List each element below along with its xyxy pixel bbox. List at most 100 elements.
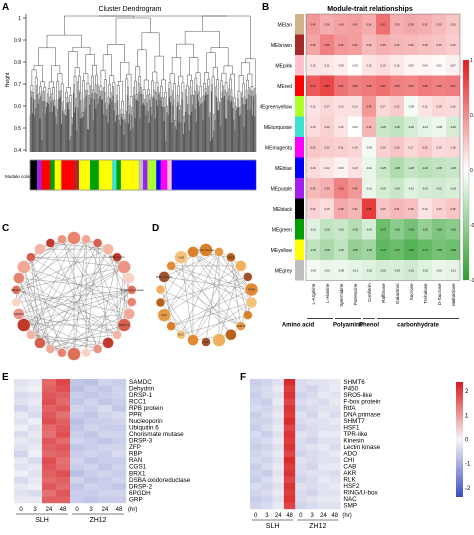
- cell-value-label: -0.15: [422, 268, 428, 272]
- heatmap-cell: [28, 450, 43, 458]
- cell-value-label: 0.58: [366, 84, 372, 88]
- heatmap-cell: [320, 75, 334, 96]
- cell-value-label: 0.58: [422, 84, 428, 88]
- network-node: [81, 234, 91, 244]
- heatmap-cell: [272, 489, 285, 497]
- cell-value-label: 0.36: [324, 22, 330, 26]
- network-edge: [16, 266, 125, 291]
- heatmap-cell: [250, 392, 262, 399]
- network-node: [187, 246, 199, 258]
- heatmap-cell: [28, 476, 43, 484]
- heatmap-cell: [98, 437, 113, 445]
- cell-value-label: 0.42: [352, 43, 358, 47]
- time-tick-label: 24: [275, 513, 282, 519]
- heatmap-cell: [418, 116, 432, 137]
- heatmap-cell: [306, 489, 318, 497]
- network-edge: [50, 324, 125, 350]
- heatmap-cell: [418, 157, 432, 178]
- heatmap-cell: [306, 239, 320, 260]
- network-edge: [30, 334, 62, 353]
- cell-value-label: 0.25: [450, 22, 456, 26]
- heatmap-cell: [329, 392, 341, 399]
- heatmap-cell: [98, 392, 113, 399]
- network-node: [34, 337, 46, 349]
- network-node: [123, 308, 135, 320]
- cell-value-label: 0.55: [352, 84, 358, 88]
- heatmap-cell: [362, 55, 376, 76]
- heatmap-cell: [432, 198, 446, 219]
- heatmap-cell: [295, 431, 307, 438]
- heatmap-cell: [112, 450, 127, 458]
- trait-column-label: Galactinol: [395, 284, 400, 304]
- heatmap-cell: [306, 198, 320, 219]
- network-edge: [16, 239, 63, 303]
- network-node: [174, 250, 188, 264]
- network-node: [187, 334, 199, 346]
- heatmap-cell: [84, 398, 99, 406]
- heatmap-cell: [446, 178, 460, 199]
- module-row-label: MEturquoise: [264, 125, 292, 131]
- colorbar-tick-label: -1: [470, 278, 474, 284]
- network-node: [166, 261, 176, 271]
- heatmap-cell: [404, 75, 418, 96]
- heatmap-cell: [70, 470, 85, 478]
- network-node: [225, 328, 237, 341]
- module-color-swatch: [295, 75, 304, 96]
- heatmap-cell: [42, 405, 57, 412]
- heatmap-cell: [329, 437, 341, 445]
- cell-value-label: -0.40: [324, 248, 330, 252]
- cell-value-label: 0.20: [436, 207, 442, 211]
- heatmap-cell: [432, 137, 446, 158]
- network-edge: [192, 265, 241, 341]
- heatmap-cell: [376, 137, 390, 158]
- network-node-label: Lectin kinase: [198, 248, 215, 252]
- module-color-segment: [167, 160, 173, 190]
- heatmap-cell: [348, 137, 362, 158]
- network-node: [243, 310, 253, 320]
- module-row-label: MEmagenta: [265, 145, 292, 151]
- heatmap-cell: [432, 239, 446, 260]
- heatmap-cell: [28, 437, 43, 445]
- heatmap-cell: [261, 424, 273, 432]
- cell-value-label: 0.22: [324, 145, 330, 149]
- module-color-segment: [90, 160, 100, 190]
- heatmap-cell: [272, 476, 285, 484]
- cell-value-label: 0.18: [436, 104, 442, 108]
- trait-column-label: Coniferin: [367, 283, 372, 302]
- network-node: [199, 243, 213, 257]
- heatmap-cell: [84, 385, 99, 393]
- heatmap-cell: [261, 470, 273, 477]
- heatmap-cell: [295, 379, 307, 386]
- heatmap-cell: [362, 137, 376, 158]
- cell-value-label: -0.20: [422, 186, 428, 190]
- heatmap-cell: [295, 450, 307, 458]
- heatmap-cell: [329, 431, 341, 438]
- module-color-segment: [116, 160, 122, 190]
- heatmap-cell: [362, 75, 376, 96]
- heatmap-cell: [42, 431, 57, 438]
- cell-value-label: -0.20: [408, 125, 414, 129]
- module-color-swatch: [295, 198, 304, 219]
- heatmap-cell: [329, 418, 341, 425]
- gene-row-label: HSF2: [343, 483, 360, 490]
- module-color-segment: [78, 160, 91, 190]
- heatmap-cell: [14, 424, 29, 432]
- heatmap-cell: [376, 198, 390, 219]
- heatmap-cell: [432, 96, 446, 117]
- heatmap-cell: [329, 411, 341, 419]
- heatmap-cell: [317, 483, 330, 490]
- heatmap-cell: [404, 14, 418, 35]
- heatmap-cell: [362, 239, 376, 260]
- module-color-swatch: [295, 260, 304, 281]
- cell-value-label: 0.30: [408, 43, 414, 47]
- cell-value-label: -0.10: [324, 268, 330, 272]
- heatmap-cell: [317, 431, 330, 438]
- gene-row-label: RtfA: [343, 405, 356, 412]
- cell-value-label: -0.25: [380, 125, 386, 129]
- heatmap-cell: [70, 392, 85, 399]
- heatmap-cell: [42, 411, 57, 419]
- cell-value-label: -0.30: [324, 227, 330, 231]
- heatmap-cell: [70, 483, 85, 491]
- heatmap-cell: [317, 437, 330, 445]
- heatmap-cell: [317, 502, 330, 510]
